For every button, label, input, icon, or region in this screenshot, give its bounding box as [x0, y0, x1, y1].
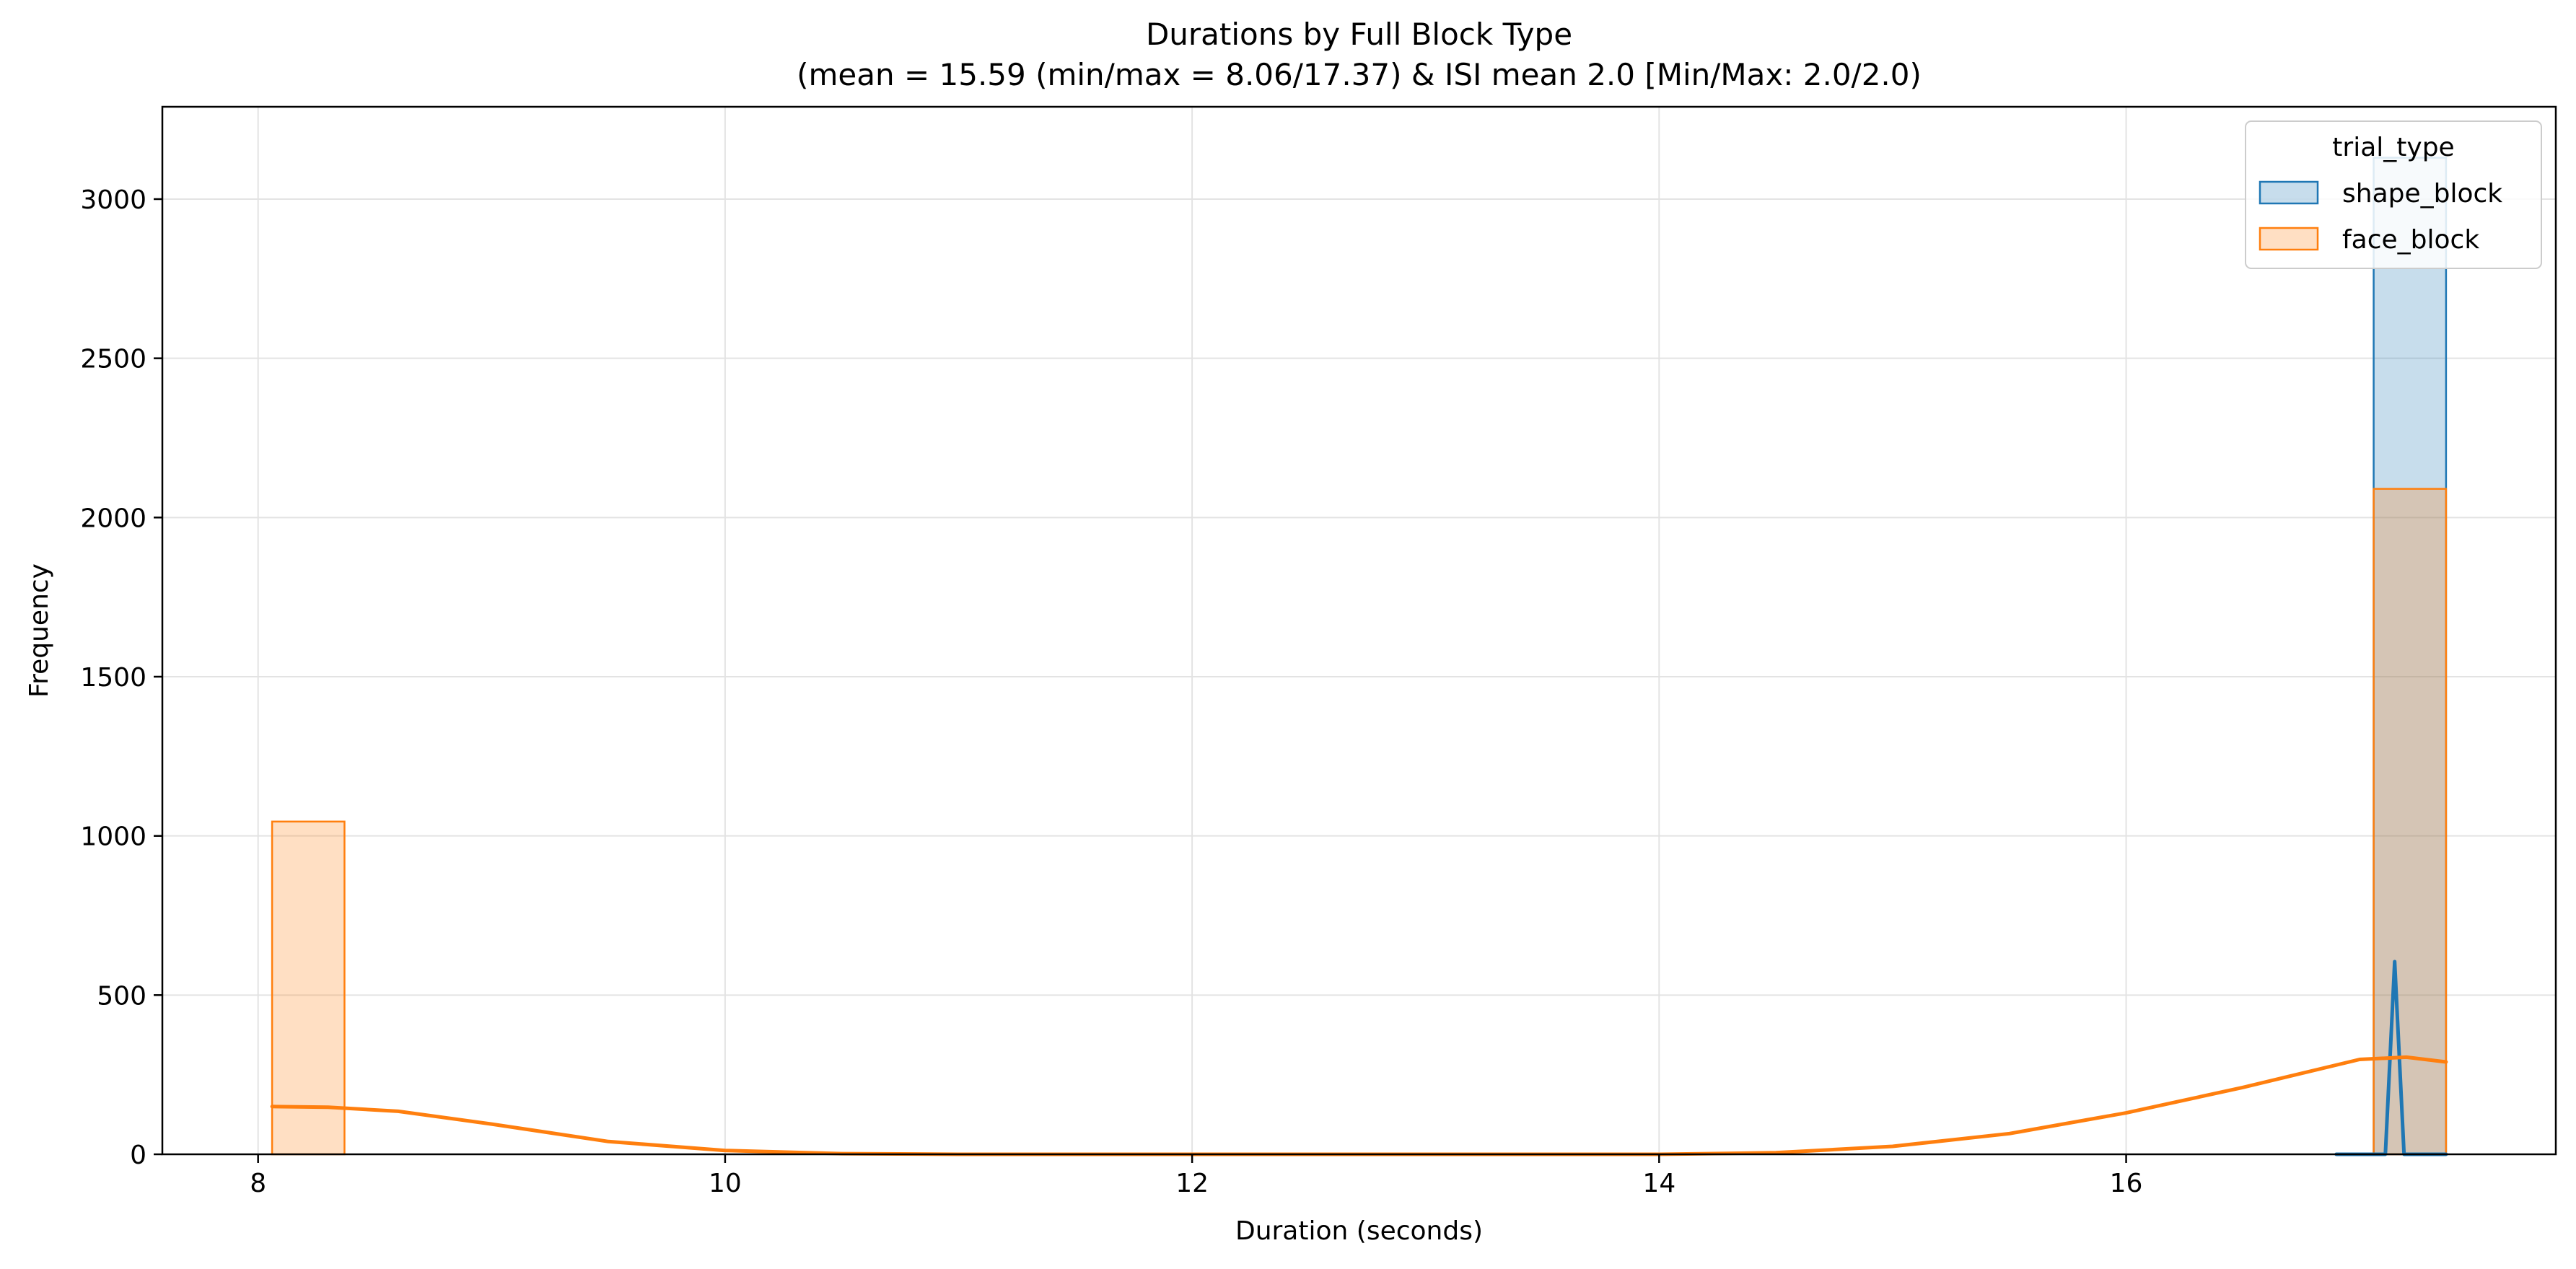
legend-box [2245, 120, 2542, 269]
bar-face_block [2373, 488, 2448, 1156]
legend: trial_type shape_block face_block [2245, 120, 2542, 269]
y-tick-label: 500 [97, 981, 146, 1011]
x-tick-label: 12 [1175, 1169, 1209, 1198]
chart-title: Durations by Full Block Type [1146, 17, 1572, 52]
kde-line-face_block [270, 1055, 2448, 1156]
legend-swatch-face_block [2259, 227, 2319, 251]
x-tick-label: 16 [2110, 1169, 2143, 1198]
kde-curves [270, 960, 2448, 1156]
y-tick-label: 3000 [80, 185, 146, 215]
legend-items: shape_block face_block [2259, 179, 2502, 255]
chart-subtitle: (mean = 15.59 (min/max = 8.06/17.37) & I… [797, 57, 1922, 92]
legend-label-face_block: face_block [2342, 225, 2479, 255]
legend-title: trial_type [2332, 133, 2454, 162]
x-axis-ticks: 8 10 12 14 16 [250, 1154, 2142, 1198]
legend-swatch-shape_block [2259, 180, 2319, 205]
x-tick-label: 10 [709, 1169, 742, 1198]
y-tick-label: 2000 [80, 504, 146, 533]
y-tick-label: 1000 [80, 822, 146, 852]
grid-lines [162, 107, 2556, 1155]
y-tick-label: 0 [130, 1141, 146, 1170]
plot-frame [161, 105, 2557, 1156]
y-tick-label: 1500 [80, 663, 146, 693]
histogram-bars [271, 157, 2448, 1156]
x-tick-label: 14 [1642, 1169, 1675, 1198]
y-axis-label: Frequency [25, 563, 54, 698]
bar-face_block [271, 820, 346, 1156]
x-axis-label: Duration (seconds) [1235, 1216, 1483, 1246]
legend-label-shape_block: shape_block [2342, 179, 2502, 208]
y-tick-label: 2500 [80, 345, 146, 374]
y-axis-ticks: 0 500 1000 1500 2000 2500 3000 [80, 185, 162, 1170]
bar-shape_block [2373, 157, 2448, 1156]
x-tick-label: 8 [250, 1169, 266, 1198]
